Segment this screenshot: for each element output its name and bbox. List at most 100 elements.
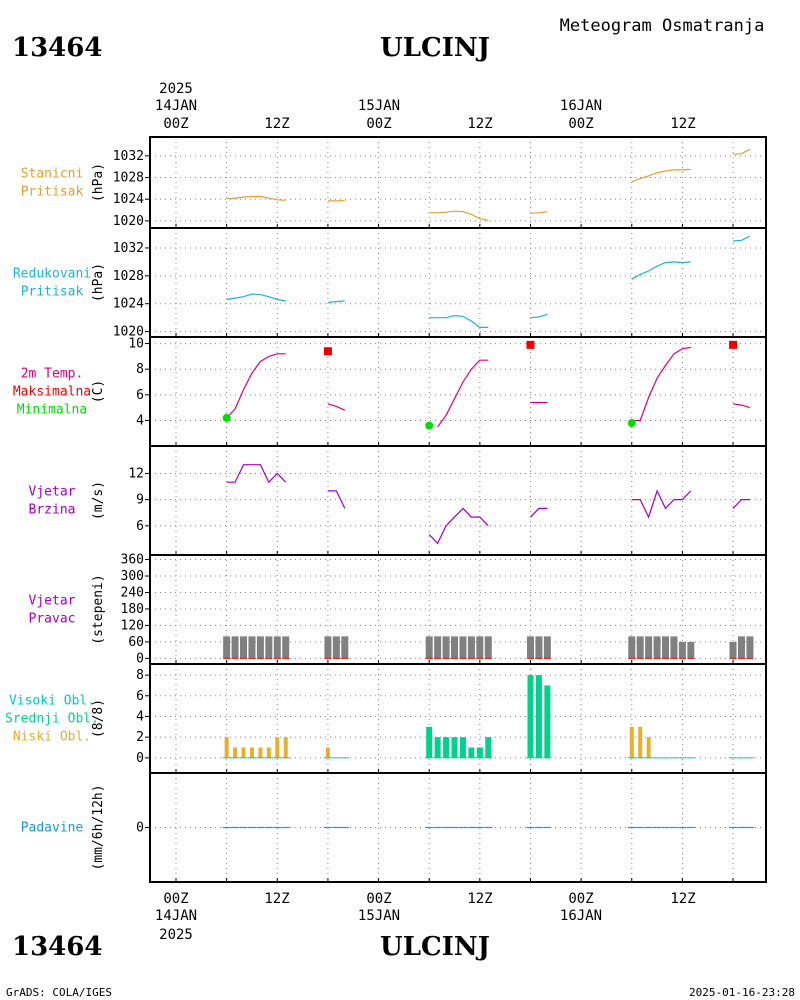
panel-label: Redukovani xyxy=(13,267,91,282)
wind-dir-bar xyxy=(256,636,264,659)
wind-dir-bar xyxy=(434,636,442,659)
series-line xyxy=(429,314,489,328)
panel-6: 0 2 4 6 8 (8/8)Visoki Obl. Srednji Obl. Niski O… xyxy=(5,663,767,774)
mid-cloud-bar xyxy=(451,737,458,758)
credit-text: GrADS: COLA/IGES xyxy=(6,986,112,999)
hour-label-top-1: 00Z xyxy=(163,116,188,132)
y-tick-label: 10 xyxy=(128,337,144,352)
y-tick-label: 300 xyxy=(121,569,144,584)
wind-dir-bar xyxy=(451,636,459,659)
y-tick-label: 60 xyxy=(128,635,144,650)
mid-cloud-bar xyxy=(443,737,450,758)
hour-label-bottom-5: 00Z xyxy=(568,891,593,907)
max-temp-marker xyxy=(526,340,535,349)
panel-label: Pritisak xyxy=(21,285,84,300)
station-name-top: ULCINJ xyxy=(380,33,490,63)
y-tick-label: 240 xyxy=(121,585,144,600)
wind-dir-bar xyxy=(526,636,534,659)
series-line xyxy=(226,195,286,201)
day-label-bottom-1: 14JAN xyxy=(155,908,197,924)
hour-label-bottom-6: 12Z xyxy=(670,891,695,907)
panel-4: 6 9 12 (m/s) Vjetar Brzina xyxy=(29,445,767,556)
wind-dir-bar xyxy=(341,636,349,659)
y-axis-label: (mm/6h/12h) xyxy=(91,784,106,870)
panel-label: Padavine xyxy=(21,821,84,836)
meteogram-panels: 1020102410281032(hPa)StanicniPritisak102… xyxy=(5,136,767,883)
low-cloud-bar xyxy=(241,747,246,758)
panel-label: Visoki Obl. xyxy=(9,694,95,709)
panel-1: 1020 1024 1028 1032 (hPa) Stanicni Pritisak xyxy=(21,136,767,229)
low-cloud-bar xyxy=(325,747,330,758)
series-line xyxy=(732,148,751,155)
panel-2: 1020 1024 1028 1032 (hPa)Redukovani Pritisak xyxy=(13,227,767,340)
wind-dir-bar xyxy=(223,636,231,659)
low-cloud-bar xyxy=(638,726,643,758)
day-label-top-1: 14JAN xyxy=(155,98,197,114)
y-tick-label: 0 xyxy=(136,651,144,666)
panel-label: Vjetar xyxy=(29,485,76,500)
series-line xyxy=(631,346,691,422)
wind-dir-bar xyxy=(231,636,239,659)
low-cloud-bar xyxy=(629,726,634,758)
series-line xyxy=(226,353,286,419)
y-axis-label: (m/s) xyxy=(91,481,106,520)
y-axis-label: (stepeni) xyxy=(91,574,106,644)
min-temp-marker xyxy=(222,413,231,422)
hour-label-bottom-2: 12Z xyxy=(264,891,289,907)
wind-dir-bar xyxy=(332,636,340,659)
low-cloud-bar xyxy=(275,737,280,758)
wind-dir-bar xyxy=(324,636,332,659)
y-tick-label: 12 xyxy=(128,466,144,481)
wind-dir-bar xyxy=(662,636,670,659)
wind-dir-bar xyxy=(476,636,484,659)
panel-frame xyxy=(149,772,767,883)
low-cloud-bar xyxy=(224,737,229,758)
mid-cloud-bar xyxy=(544,685,551,758)
series-line xyxy=(429,210,489,221)
bottom-time-axis: 00Z 12Z 00Z 12Z 00Z 12Z 14JAN 15JAN 16JA… xyxy=(155,891,696,943)
y-tick-label: 1028 xyxy=(113,269,144,284)
wind-dir-bar xyxy=(636,636,644,659)
panel-label: Pritisak xyxy=(21,185,84,200)
y-tick-label: 1020 xyxy=(113,214,144,229)
generated-timestamp: 2025-01-16-23:28 xyxy=(689,986,795,999)
panel-label: Srednji Obl. xyxy=(5,712,99,727)
max-temp-marker xyxy=(729,340,738,349)
series-line xyxy=(327,199,345,202)
panel-label: Minimalna xyxy=(17,403,87,418)
panel-label: 2m Temp. xyxy=(21,367,84,382)
wind-dir-bar xyxy=(543,636,551,659)
wind-dir-bar xyxy=(737,636,745,659)
wind-dir-bar xyxy=(442,636,450,659)
mid-cloud-bar xyxy=(434,737,441,758)
chart-subtitle: Meteogram Osmatranja xyxy=(560,16,765,36)
y-tick-label: 8 xyxy=(136,668,144,683)
y-tick-label: 1024 xyxy=(113,297,144,312)
y-tick-label: 6 xyxy=(136,388,144,403)
wind-dir-bar xyxy=(484,636,492,659)
mid-cloud-bar xyxy=(527,675,534,758)
y-axis-label: (hPa) xyxy=(91,263,106,302)
series-line xyxy=(428,507,489,545)
hour-label-top-5: 00Z xyxy=(568,116,593,132)
y-tick-label: 6 xyxy=(136,689,144,704)
day-label-top-3: 16JAN xyxy=(560,98,602,114)
wind-dir-bar xyxy=(248,636,256,659)
series-line xyxy=(530,313,548,319)
panel-label: Pravac xyxy=(29,612,76,627)
series-line xyxy=(732,403,751,409)
y-tick-label: 9 xyxy=(136,493,144,508)
panel-label: Maksimalna xyxy=(13,385,91,400)
max-temp-marker xyxy=(323,347,332,356)
y-tick-label: 1024 xyxy=(113,192,144,207)
low-cloud-bar xyxy=(646,737,651,758)
y-tick-label: 1032 xyxy=(113,241,144,256)
y-tick-label: 4 xyxy=(136,413,144,428)
series-line xyxy=(327,300,345,303)
hour-label-top-6: 12Z xyxy=(670,116,695,132)
hour-label-bottom-3: 00Z xyxy=(366,891,391,907)
series-line xyxy=(327,403,346,411)
low-cloud-bar xyxy=(266,747,271,758)
